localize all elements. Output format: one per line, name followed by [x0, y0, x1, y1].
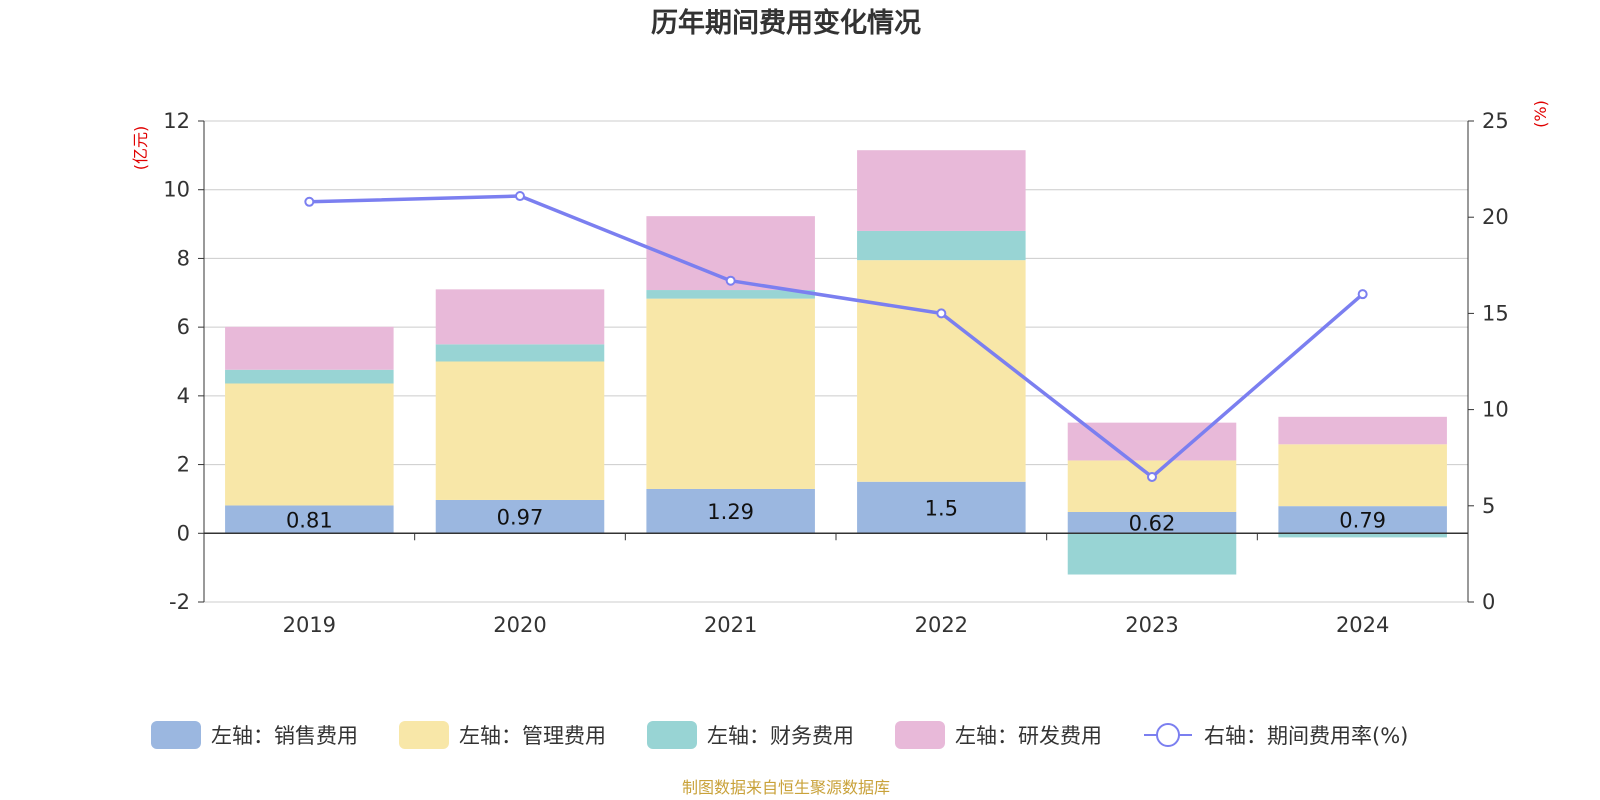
bar-rd [857, 150, 1026, 231]
x-tick-label: 2022 [915, 613, 968, 637]
data-label-sales: 0.97 [497, 506, 544, 530]
bar-admin [435, 361, 605, 500]
source-note: 制图数据来自恒生聚源数据库 [682, 778, 890, 797]
rate-line-series [304, 191, 1368, 482]
left-tick-label: 6 [177, 315, 190, 339]
left-tick-label: 10 [163, 178, 190, 202]
rate-point [725, 275, 736, 286]
rate-point [304, 196, 315, 207]
right-tick-label: 15 [1482, 301, 1509, 325]
legend-marker-rate [1156, 723, 1180, 747]
legend-label-rate: 右轴：期间费用率(%) [1204, 724, 1408, 748]
rate-line [309, 194, 1364, 479]
legend-swatch-sales [151, 721, 201, 749]
bar-rd [1067, 422, 1237, 461]
data-label-sales: 1.29 [707, 500, 754, 524]
data-label-sales: 0.81 [286, 508, 333, 532]
x-tick-label: 2020 [493, 613, 546, 637]
data-labels: 0.81 0.97 1.29 1.5 0.62 0.79 [286, 497, 1386, 536]
left-axis-unit: (亿元) [131, 126, 150, 171]
chart-title: 历年期间费用变化情况 [651, 7, 921, 39]
rate-point [936, 308, 947, 319]
left-tick-label: 0 [177, 521, 190, 545]
bar-admin [857, 260, 1026, 482]
bar-sales [646, 488, 815, 534]
left-tick-label: 4 [177, 384, 190, 408]
bar-sales [857, 481, 1026, 534]
rate-point [515, 191, 525, 202]
bar-sales [1067, 511, 1237, 534]
data-label-sales: 1.5 [925, 497, 958, 521]
left-tick-label: 8 [177, 246, 190, 270]
rate-point [1147, 471, 1157, 482]
legend-label-rd: 左轴：研发费用 [955, 724, 1102, 748]
right-tick-label: 20 [1482, 205, 1509, 229]
left-tick-label: 2 [177, 453, 190, 477]
legend-swatch-rd [895, 721, 945, 749]
right-tick-label: 0 [1482, 590, 1495, 614]
right-tick-label: 10 [1482, 398, 1509, 422]
bar-rd [435, 289, 605, 345]
bar-sales [225, 505, 394, 534]
rate-point [1357, 289, 1368, 300]
axes: -2 0 2 4 6 8 10 12 0 5 10 15 20 25 2019 2020 2021 2022 202… [163, 109, 1508, 637]
bar-series [225, 150, 1447, 575]
bar-finance [646, 290, 815, 299]
bar-admin [646, 298, 815, 489]
legend-swatch-finance [647, 721, 697, 749]
right-axis-unit: (%) [1531, 100, 1550, 128]
legend-swatch-admin [399, 721, 449, 749]
bar-finance [435, 344, 605, 362]
bar-sales [435, 499, 605, 534]
bar-rd [225, 326, 394, 370]
bar-admin [1278, 444, 1447, 507]
data-label-sales: 0.62 [1129, 512, 1176, 536]
data-label-sales: 0.79 [1339, 509, 1386, 533]
right-tick-label: 25 [1482, 109, 1509, 133]
bar-finance [225, 369, 394, 384]
bar-finance [1067, 533, 1237, 575]
x-tick-label: 2021 [704, 613, 757, 637]
legend: 左轴：销售费用 左轴：管理费用 左轴：财务费用 左轴：研发费用 右轴：期间费用率(%) [151, 721, 1408, 749]
right-tick-label: 5 [1482, 494, 1495, 518]
x-tick-label: 2023 [1125, 613, 1178, 637]
x-tick-label: 2024 [1336, 613, 1389, 637]
bar-admin [225, 383, 394, 506]
left-tick-label: 12 [163, 109, 190, 133]
legend-label-admin: 左轴：管理费用 [459, 724, 606, 748]
left-tick-label: -2 [169, 590, 190, 614]
bar-finance [1278, 533, 1447, 538]
bar-finance [857, 230, 1026, 261]
x-tick-label: 2019 [283, 613, 336, 637]
bar-sales [1278, 506, 1447, 534]
legend-label-sales: 左轴：销售费用 [211, 724, 358, 748]
bar-admin [1067, 460, 1237, 512]
legend-label-finance: 左轴：财务费用 [707, 724, 854, 748]
bar-rd [1278, 416, 1447, 445]
